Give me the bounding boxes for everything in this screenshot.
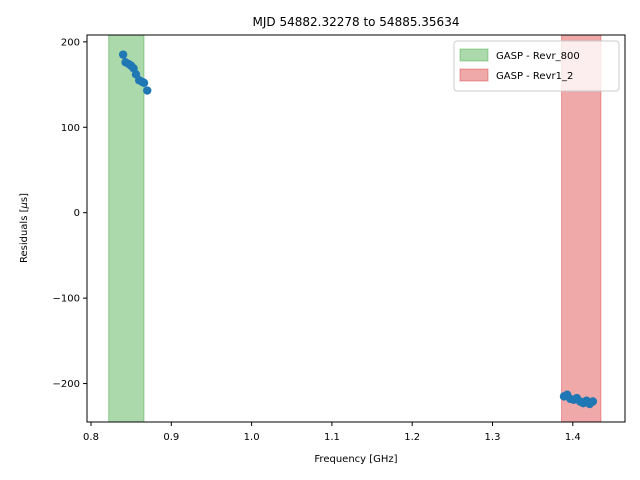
x-tick-label: 1.0 [244, 432, 260, 443]
x-tick-label: 0.9 [163, 432, 179, 443]
y-tick-label: 100 [61, 123, 80, 134]
legend-label-1: GASP - Revr1_2 [496, 71, 573, 82]
data-point-19 [588, 397, 598, 406]
y-axis-label-suffix: s] [19, 193, 30, 202]
x-tick-label: 0.8 [83, 432, 99, 443]
span-band-1 [561, 34, 602, 423]
data-point-9 [143, 86, 152, 95]
y-tick-label: 0 [74, 208, 80, 219]
y-tick-label: −200 [53, 379, 80, 390]
legend-swatch-1 [459, 68, 489, 82]
y-axis-label: Residuals [μs] [19, 193, 30, 263]
x-tick-label: 1.1 [324, 432, 340, 443]
chart-title: MJD 54882.32278 to 54885.35634 [253, 15, 460, 29]
legend-box [453, 40, 620, 92]
y-axis-label-prefix: Residuals [ [19, 208, 30, 263]
x-axis-label: Frequency [GHz] [314, 454, 397, 465]
plot-frame [86, 34, 626, 423]
y-tick-label: 200 [61, 37, 80, 48]
y-axis: −200 −100 0 100 200 [53, 37, 87, 390]
x-tick-label: 1.3 [485, 432, 501, 443]
points-layer [118, 50, 598, 409]
y-axis-label-mu: μ [19, 202, 30, 209]
y-tick-label: −100 [53, 294, 80, 305]
data-point-8 [139, 78, 149, 88]
span-band-0 [108, 34, 145, 423]
x-tick-label: 1.4 [565, 432, 581, 443]
legend-swatch-0 [459, 48, 489, 62]
x-tick-label: 1.2 [404, 432, 420, 443]
x-axis: 0.8 0.9 1.0 1.1 1.2 1.3 1.4 [83, 422, 581, 443]
legend-label-0: GASP - Revr_800 [496, 51, 580, 62]
data-point-0 [118, 50, 128, 59]
legend: GASP - Revr_800 GASP - Revr1_2 [453, 40, 620, 92]
